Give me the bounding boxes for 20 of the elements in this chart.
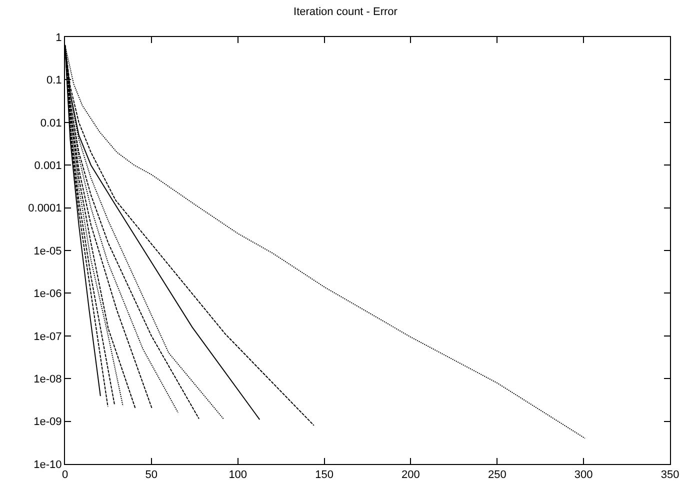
y-tick-label: 1e-05: [34, 245, 62, 258]
y-tick-label: 0.001: [34, 160, 62, 172]
x-tick-label: 300: [574, 469, 593, 482]
y-tick-label: 1e-09: [34, 416, 62, 428]
x-tick-label: 350: [660, 469, 680, 482]
y-tick-label: 0.0001: [28, 202, 62, 215]
y-tick-label: 0.01: [40, 117, 62, 130]
x-tick-label: 250: [488, 469, 506, 482]
y-tick-label: 0.1: [46, 74, 62, 87]
x-tick-label: 200: [402, 469, 420, 482]
x-tick-label: 0: [62, 469, 68, 482]
y-tick-label: 1: [56, 32, 62, 44]
y-tick-label: 1e-10: [34, 458, 62, 471]
chart-title: Iteration count - Error: [294, 6, 398, 18]
y-tick-label: 1e-07: [34, 330, 62, 343]
x-tick-label: 100: [228, 469, 248, 482]
y-tick-label: 1e-06: [34, 288, 62, 300]
x-tick-label: 150: [315, 469, 334, 482]
x-tick-label: 50: [145, 469, 158, 482]
y-tick-label: 1e-08: [34, 373, 62, 386]
